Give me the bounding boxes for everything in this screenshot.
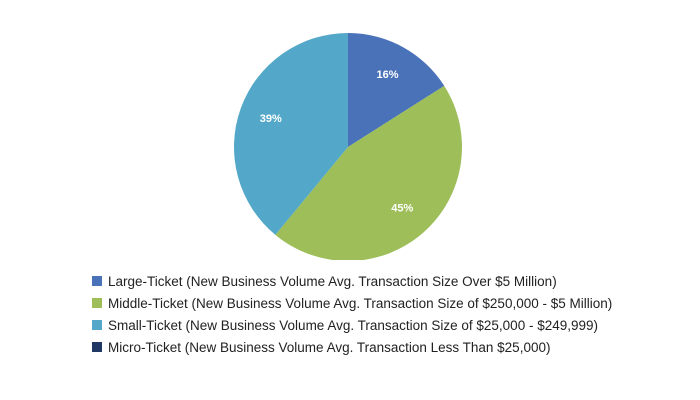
legend-item-middle-ticket: Middle-Ticket (New Business Volume Avg. … xyxy=(92,292,612,314)
legend-swatch-middle-ticket xyxy=(92,298,102,308)
pie-chart-area: 16% 45% 39% xyxy=(233,33,462,261)
pie-slice-label-2: 39% xyxy=(260,113,282,125)
legend-item-micro-ticket: Micro-Ticket (New Business Volume Avg. T… xyxy=(92,336,612,358)
legend-label-large-ticket: Large-Ticket (New Business Volume Avg. T… xyxy=(108,273,557,289)
pie-chart: 16% 45% 39% xyxy=(233,33,462,261)
pie-slice-1 xyxy=(275,85,462,261)
legend-label-small-ticket: Small-Ticket (New Business Volume Avg. T… xyxy=(108,317,599,333)
legend-item-large-ticket: Large-Ticket (New Business Volume Avg. T… xyxy=(92,270,612,292)
legend-swatch-micro-ticket xyxy=(92,342,102,352)
chart-legend: Large-Ticket (New Business Volume Avg. T… xyxy=(92,270,612,358)
pie-slice-label-0: 16% xyxy=(377,69,399,81)
legend-label-middle-ticket: Middle-Ticket (New Business Volume Avg. … xyxy=(108,295,613,311)
pie-slice-label-1: 45% xyxy=(391,202,413,214)
legend-item-small-ticket: Small-Ticket (New Business Volume Avg. T… xyxy=(92,314,612,336)
legend-swatch-large-ticket xyxy=(92,276,102,286)
pie-slice-2 xyxy=(233,33,348,235)
pie-slice-0 xyxy=(348,33,445,147)
legend-swatch-small-ticket xyxy=(92,320,102,330)
legend-label-micro-ticket: Micro-Ticket (New Business Volume Avg. T… xyxy=(108,339,551,355)
